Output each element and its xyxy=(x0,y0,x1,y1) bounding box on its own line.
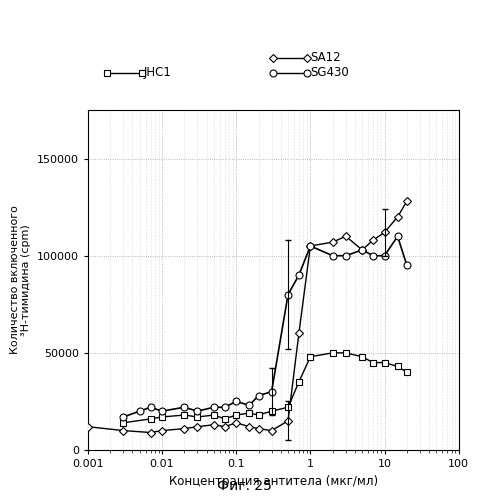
JHC1 xyxy=(233,412,239,418)
SG430 xyxy=(195,408,201,414)
SG430 xyxy=(296,272,302,278)
Text: SA12: SA12 xyxy=(310,51,341,64)
SA12 xyxy=(307,243,313,249)
SA12 xyxy=(159,428,165,434)
JHC1 xyxy=(395,364,401,370)
SA12 xyxy=(285,418,291,424)
JHC1 xyxy=(182,412,187,418)
Line: JHC1: JHC1 xyxy=(120,350,410,426)
SG430 xyxy=(211,404,217,410)
JHC1 xyxy=(121,420,126,426)
JHC1 xyxy=(330,350,336,356)
JHC1 xyxy=(359,354,365,360)
SG430 xyxy=(395,234,401,239)
JHC1 xyxy=(159,414,165,420)
JHC1 xyxy=(382,360,387,366)
SG430 xyxy=(246,402,252,408)
SA12 xyxy=(296,330,302,336)
Y-axis label: Количество включенного
³H-тимидина (cpm): Количество включенного ³H-тимидина (cpm) xyxy=(10,206,31,354)
SA12 xyxy=(246,424,252,430)
JHC1 xyxy=(147,416,153,422)
SA12 xyxy=(222,424,227,430)
SG430 xyxy=(382,252,387,258)
JHC1 xyxy=(307,354,313,360)
SG430 xyxy=(182,404,187,410)
SG430 xyxy=(233,398,239,404)
SG430 xyxy=(137,408,142,414)
JHC1 xyxy=(211,412,217,418)
JHC1 xyxy=(343,350,349,356)
SA12 xyxy=(382,230,387,235)
JHC1 xyxy=(370,360,376,366)
JHC1 xyxy=(246,410,252,416)
Text: Фиг. 25: Фиг. 25 xyxy=(217,479,271,493)
SG430 xyxy=(147,404,153,410)
SG430 xyxy=(370,252,376,258)
Text: JHC1: JHC1 xyxy=(144,66,172,79)
SA12 xyxy=(404,198,410,204)
Line: SG430: SG430 xyxy=(120,233,410,420)
JHC1 xyxy=(222,416,227,422)
SG430 xyxy=(343,252,349,258)
SG430 xyxy=(285,292,291,298)
SA12 xyxy=(233,420,239,426)
SG430 xyxy=(121,414,126,420)
SA12 xyxy=(147,430,153,436)
Line: SA12: SA12 xyxy=(85,198,409,436)
SA12 xyxy=(182,426,187,432)
SA12 xyxy=(195,424,201,430)
SG430 xyxy=(159,408,165,414)
JHC1 xyxy=(404,370,410,376)
JHC1 xyxy=(256,412,262,418)
JHC1 xyxy=(269,408,275,414)
SA12 xyxy=(211,422,217,428)
SA12 xyxy=(269,428,275,434)
SA12 xyxy=(359,247,365,253)
SG430 xyxy=(256,392,262,398)
X-axis label: Концентрация антитела (мкг/мл): Концентрация антитела (мкг/мл) xyxy=(169,474,378,488)
SA12 xyxy=(85,424,91,430)
SA12 xyxy=(256,426,262,432)
SG430 xyxy=(222,404,227,410)
SG430 xyxy=(404,262,410,268)
SG430 xyxy=(269,388,275,394)
JHC1 xyxy=(195,414,201,420)
SA12 xyxy=(370,237,376,243)
JHC1 xyxy=(285,404,291,410)
SA12 xyxy=(330,239,336,245)
SA12 xyxy=(395,214,401,220)
JHC1 xyxy=(296,379,302,385)
SG430 xyxy=(307,243,313,249)
SG430 xyxy=(330,252,336,258)
SG430 xyxy=(359,247,365,253)
Text: SG430: SG430 xyxy=(310,66,348,79)
SA12 xyxy=(343,234,349,239)
SA12 xyxy=(121,428,126,434)
